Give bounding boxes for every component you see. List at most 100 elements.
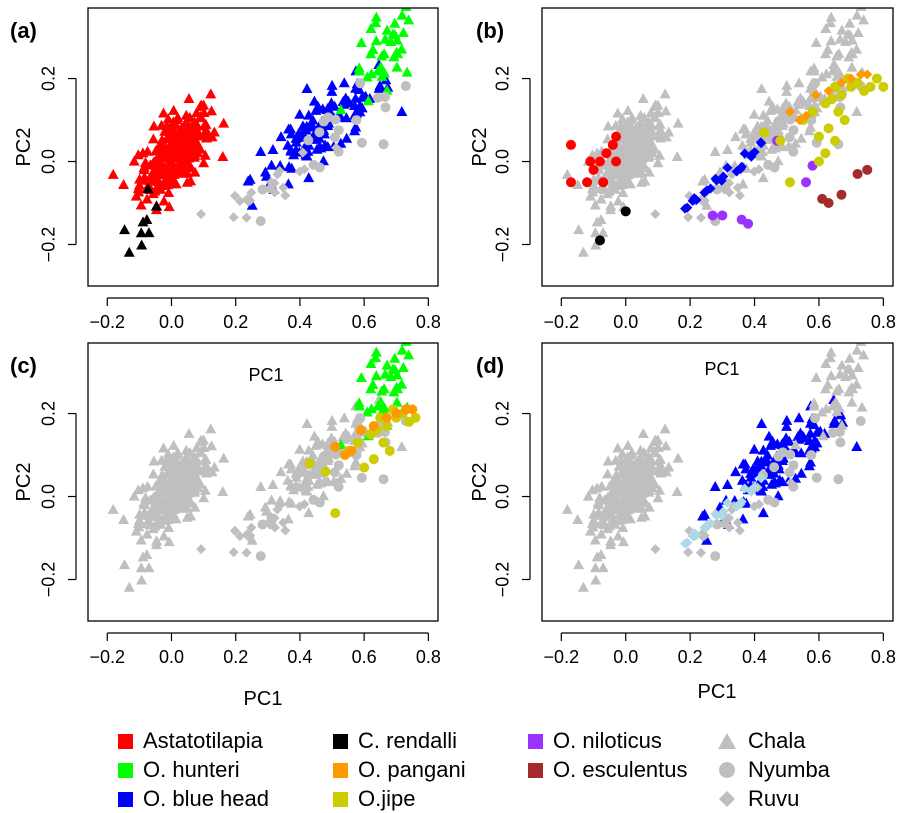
data-point (825, 11, 837, 22)
data-point (322, 141, 334, 152)
data-point (840, 35, 852, 46)
data-point (721, 144, 733, 155)
data-point (326, 420, 338, 431)
data-point (795, 132, 807, 143)
data-point (745, 136, 757, 147)
data-point (303, 135, 314, 146)
data-point (152, 502, 164, 513)
data-point (389, 17, 401, 28)
x-tick-label: 0.2 (223, 312, 248, 332)
data-point (695, 212, 706, 223)
data-point (269, 513, 280, 524)
data-point (672, 117, 684, 128)
data-point (217, 150, 229, 161)
data-point (710, 551, 721, 562)
x-tick-label: 0.2 (678, 312, 703, 332)
data-point (303, 172, 315, 183)
data-point (660, 440, 672, 451)
data-point (133, 521, 145, 532)
data-point (217, 485, 229, 496)
data-point (188, 120, 200, 131)
data-point (285, 144, 297, 155)
data-point (856, 401, 868, 412)
data-point (590, 239, 602, 250)
data-point (381, 359, 393, 370)
data-point (234, 531, 245, 542)
data-point (808, 418, 820, 429)
data-point (659, 88, 671, 99)
data-point (652, 120, 664, 131)
data-point (123, 581, 135, 592)
data-point (655, 132, 667, 143)
data-point (652, 492, 664, 503)
data-point (777, 141, 789, 152)
data-point (643, 149, 655, 160)
data-point (339, 450, 350, 461)
y-tick-label: −0.2 (39, 227, 59, 263)
data-point (150, 535, 162, 546)
data-point (622, 439, 634, 450)
data-point (205, 88, 217, 99)
data-point (810, 90, 821, 101)
data-point (198, 106, 210, 117)
data-point (846, 34, 858, 45)
data-point (329, 467, 340, 478)
data-point (124, 641, 135, 651)
data-point (823, 85, 834, 96)
data-point (290, 136, 302, 147)
data-point (183, 152, 195, 163)
data-point (356, 137, 367, 148)
data-point (763, 430, 775, 441)
data-point (793, 77, 805, 88)
data-point (803, 125, 815, 136)
data-point (368, 420, 379, 431)
data-point (663, 126, 675, 137)
data-point (255, 551, 266, 562)
data-point (709, 481, 721, 492)
data-point (184, 159, 196, 170)
data-point (396, 9, 408, 20)
data-point (617, 522, 629, 533)
data-point (137, 551, 149, 562)
panel-label: (d) (476, 353, 504, 378)
data-point (825, 370, 837, 381)
data-point (372, 92, 383, 103)
data-point (672, 452, 684, 463)
data-point (724, 522, 735, 533)
data-point (683, 547, 694, 558)
data-point (162, 448, 174, 459)
data-point (359, 462, 370, 473)
data-point (732, 517, 743, 528)
data-point (588, 179, 600, 190)
data-point (620, 120, 632, 131)
data-point (807, 437, 819, 448)
data-point (181, 167, 193, 178)
data-point (824, 17, 836, 28)
data-point (643, 166, 655, 177)
data-point (391, 61, 403, 72)
data-point (637, 428, 649, 439)
data-point (272, 169, 283, 180)
data-point (174, 497, 186, 508)
data-point (297, 482, 308, 493)
data-point (624, 128, 636, 139)
data-point (353, 83, 365, 94)
data-point (823, 123, 834, 134)
data-point (179, 118, 191, 129)
data-point (145, 494, 157, 505)
data-point (768, 141, 780, 152)
data-point (612, 107, 624, 118)
data-point (396, 43, 408, 54)
data-point (803, 460, 815, 471)
data-point (602, 468, 614, 479)
x-tick-label: 0.6 (806, 312, 831, 332)
data-point (322, 476, 334, 487)
data-point (206, 440, 218, 451)
x-tick-label: 0.0 (159, 647, 184, 667)
data-point (370, 352, 382, 363)
data-point (274, 160, 286, 171)
data-point (585, 156, 596, 167)
data-point (303, 109, 315, 120)
data-point (597, 509, 609, 520)
data-point (653, 126, 665, 137)
